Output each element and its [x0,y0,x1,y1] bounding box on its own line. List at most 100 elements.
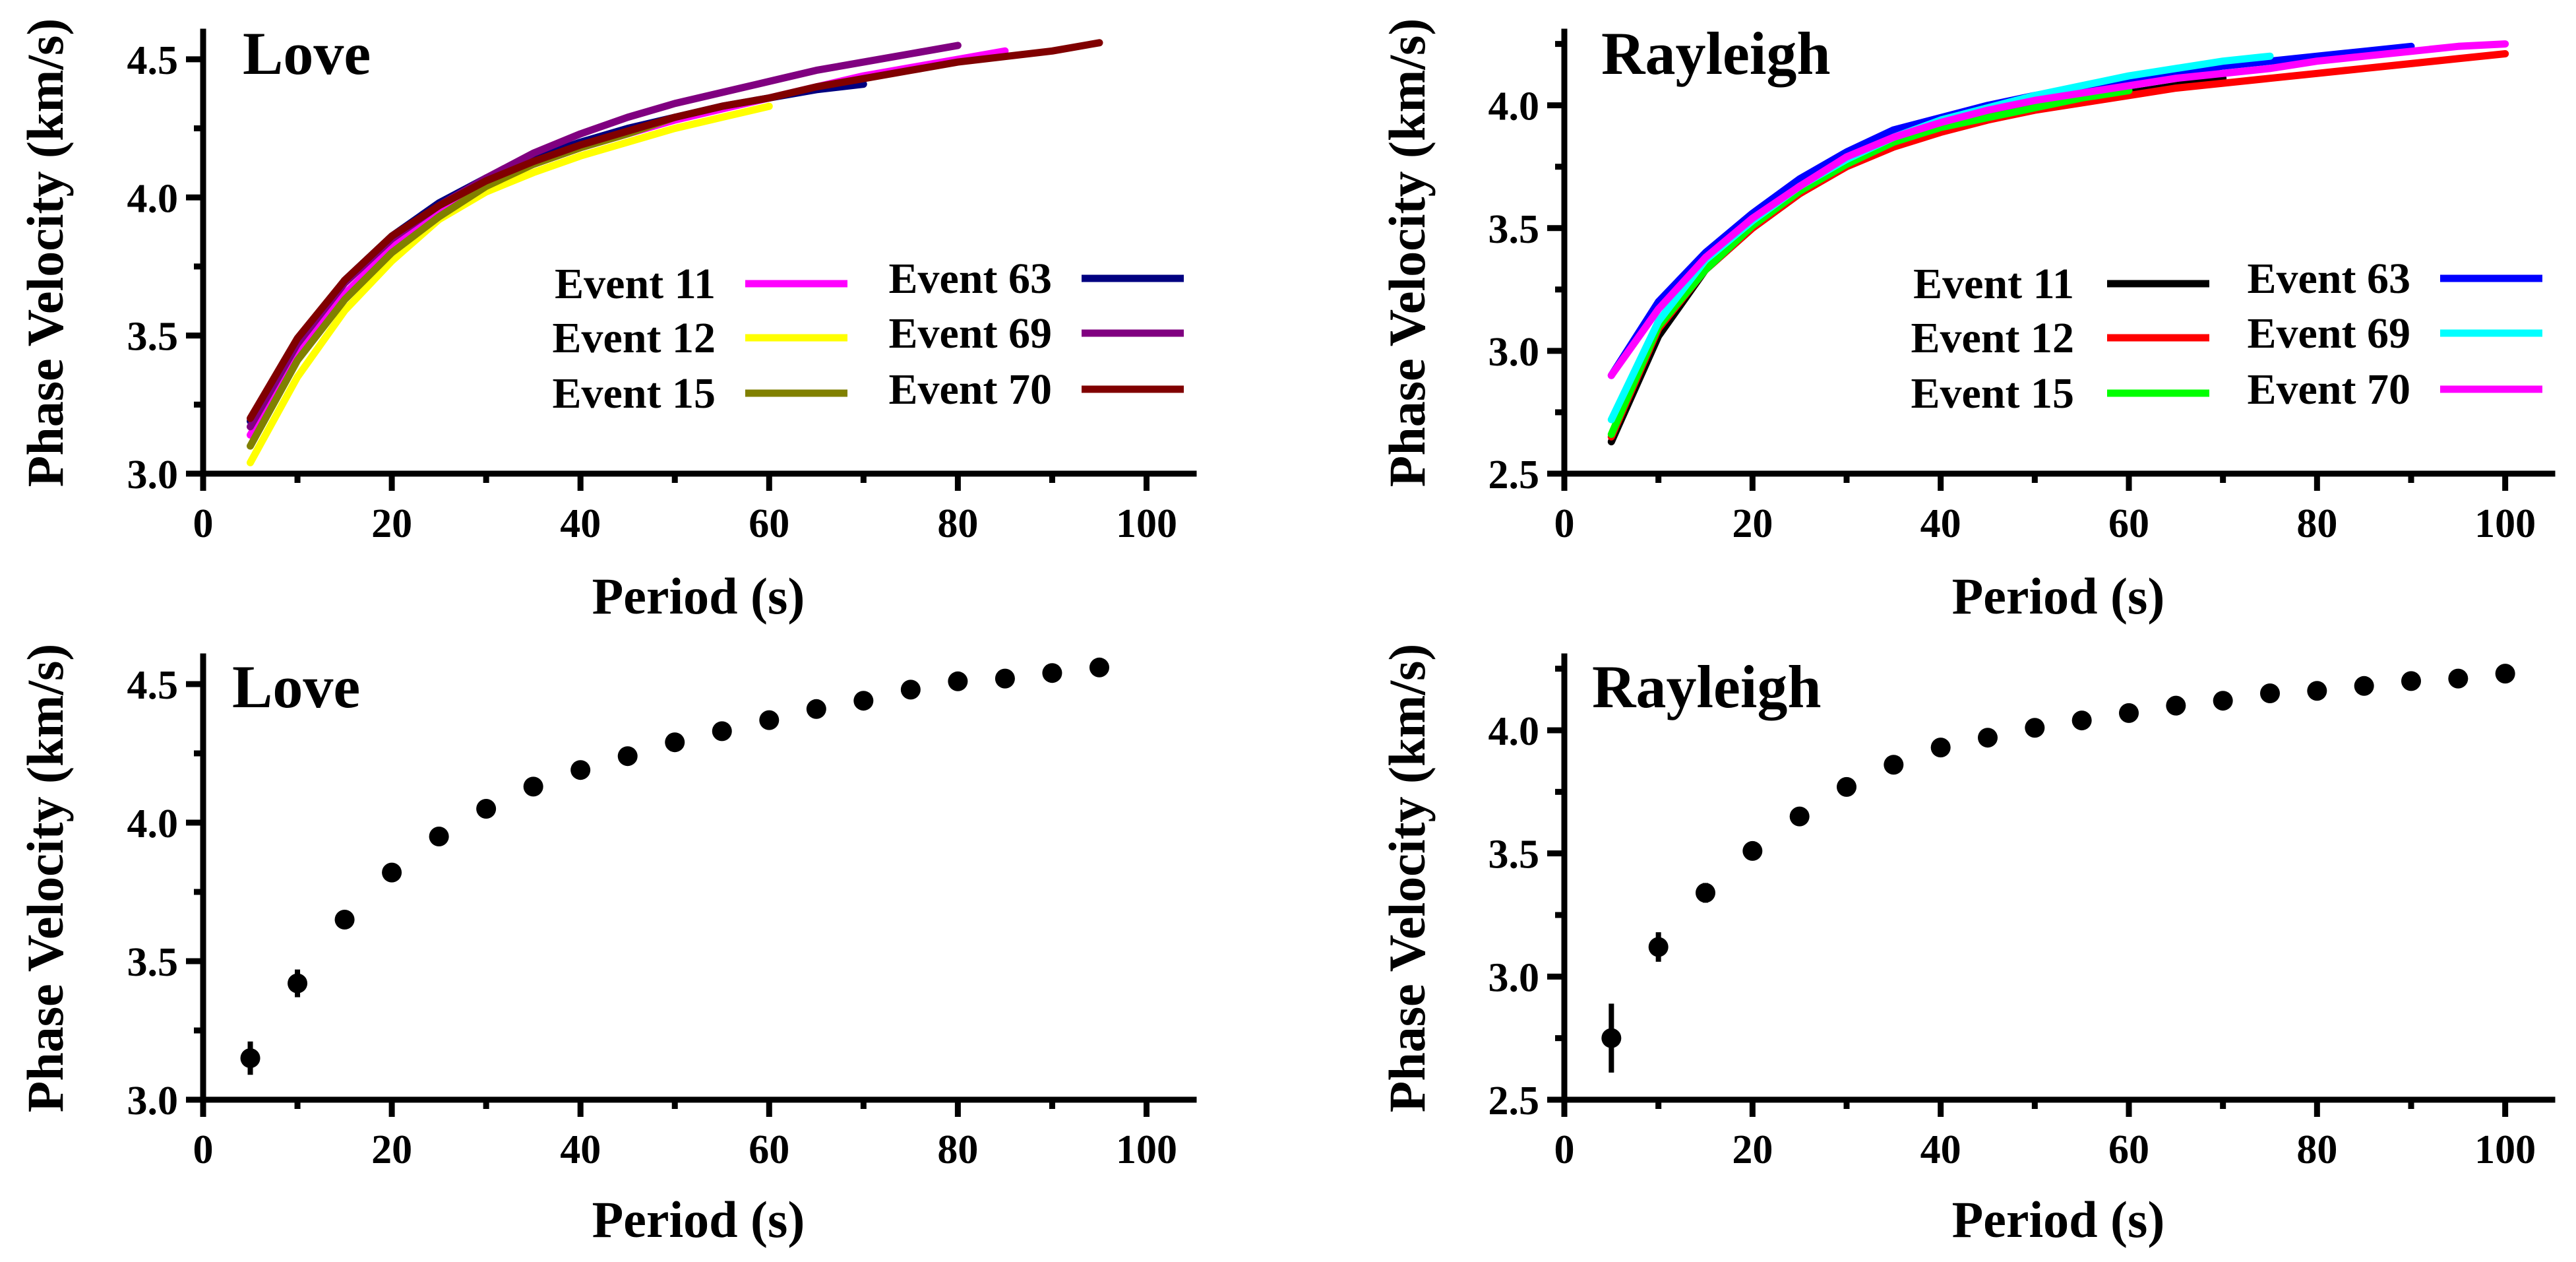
legend-label: Event 15 [553,369,716,418]
data-point [570,760,591,780]
series-line-event-69 [1607,52,2274,424]
x-tick-label: 80 [2296,501,2337,546]
data-point [1742,840,1763,861]
y-tick-label: 4.0 [1488,84,1540,129]
legend-label: Event 12 [553,314,716,362]
data-point [2071,710,2092,731]
y-tick-label: 3.5 [127,940,179,985]
x-tick-label: 80 [2296,1127,2337,1172]
data-point [1601,1028,1622,1048]
x-tick-label: 20 [371,501,412,546]
chart-panel-bottom-left: 0 20 40 60 80 100 3.0 3.5 4.0 4.5 Love Period (s) Ph… [16,644,1197,1248]
x-tick-label: 0 [1554,1127,1575,1172]
legend-label: Event 63 [889,255,1053,303]
panel-title: Love [243,20,371,87]
x-tick-label: 80 [937,1127,978,1172]
data-point [2166,695,2186,716]
data-point [2448,668,2469,689]
x-tick-label: 100 [2474,1127,2536,1172]
chart-panel-top-right: 0 20 40 60 80 100 2.5 3.0 3.5 4.0 Rayleigh Period (… [1378,18,2556,625]
data-point [2213,691,2233,711]
data-point [288,973,308,994]
data-point [429,827,449,846]
x-axis-title: Period (s) [592,1191,805,1248]
y-tick-label: 3.0 [1488,330,1540,375]
data-point [712,721,732,741]
y-axis-title: Phase Velocity (km/s) [1378,18,1436,488]
x-axis-title: Period (s) [1952,567,2165,625]
legend-label: Event 12 [1911,314,2075,362]
data-point [1930,738,1951,758]
x-tick-label: 60 [2108,501,2149,546]
data-point [1789,806,1810,827]
legend-label: Event 63 [2248,255,2411,303]
data-point [523,776,543,797]
x-tick-label: 0 [1554,501,1575,546]
chart-panel-bottom-right: 0 20 40 60 80 100 2.5 3.0 3.5 4.0 Rayleigh Period (… [1378,644,2556,1248]
x-axis-title: Period (s) [1952,1191,2165,1248]
data-point [900,679,921,700]
x-tick-label: 100 [1116,501,1177,546]
data-point [382,862,402,883]
y-tick-label: 4.0 [127,176,179,221]
data-point [948,671,968,691]
legend-label: Event 69 [2248,309,2411,358]
y-tick-label: 3.0 [127,453,179,497]
chart-panel-top-left: 0 20 40 60 80 100 3.0 3.5 4.0 4.5 Love Period (s) Ph… [16,18,1197,625]
x-tick-label: 20 [371,1127,412,1172]
y-tick-label: 4.5 [127,663,179,708]
x-tick-label: 20 [1732,501,1773,546]
data-point [1978,728,1998,748]
y-tick-label: 2.5 [1488,453,1540,497]
y-axis-title: Phase Velocity (km/s) [16,18,74,488]
legend-label: Event 15 [1911,369,2075,418]
x-tick-label: 40 [1920,1127,1961,1172]
y-tick-label: 3.0 [127,1079,179,1123]
y-axis-title: Phase Velocity (km/s) [16,644,74,1113]
legend-label: Event 11 [555,260,716,308]
data-point [806,699,826,719]
x-tick-label: 0 [193,1127,214,1172]
data-point [759,710,780,730]
series-line-event-12 [247,102,773,466]
x-tick-label: 40 [560,501,601,546]
panel-title: Rayleigh [1592,653,1822,720]
panel-title: Love [232,653,360,720]
x-tick-label: 20 [1732,1127,1773,1172]
data-point [2260,683,2280,703]
series-line-event-70 [1607,40,2509,379]
legend: Event 11 Event 12 Event 15 Event 63 Event 69… [1911,255,2542,418]
legend: Event 11 Event 12 Event 15 Event 63 Event 69… [553,255,1184,418]
series-line-event-15 [1607,86,2133,438]
panel-title: Rayleigh [1601,20,1831,87]
data-point [995,668,1015,689]
data-point [1884,755,1904,775]
x-tick-label: 60 [749,501,789,546]
data-point [2307,681,2327,701]
legend-label: Event 69 [889,309,1053,358]
data-point [2119,703,2139,723]
x-tick-label: 100 [1116,1127,1177,1172]
data-point [1042,663,1062,683]
x-tick-label: 40 [1920,501,1961,546]
series-line-event-70 [247,39,1103,422]
y-tick-label: 3.5 [127,315,179,360]
y-tick-label: 4.0 [127,802,179,846]
y-tick-label: 4.0 [1488,709,1540,754]
legend-label: Event 11 [1913,260,2074,308]
x-axis-title: Period (s) [592,567,805,625]
data-point [1837,776,1856,797]
data-point [2354,676,2374,696]
legend-label: Event 70 [2248,365,2411,414]
legend-label: Event 70 [889,365,1053,414]
x-tick-label: 60 [2108,1127,2149,1172]
data-point [2495,664,2515,684]
x-tick-label: 0 [193,501,214,546]
data-point [240,1048,261,1068]
y-axis-title: Phase Velocity (km/s) [1378,644,1436,1113]
data-point [1696,883,1715,903]
data-point [2025,718,2045,738]
y-tick-label: 3.5 [1488,833,1540,877]
data-point [853,691,874,711]
